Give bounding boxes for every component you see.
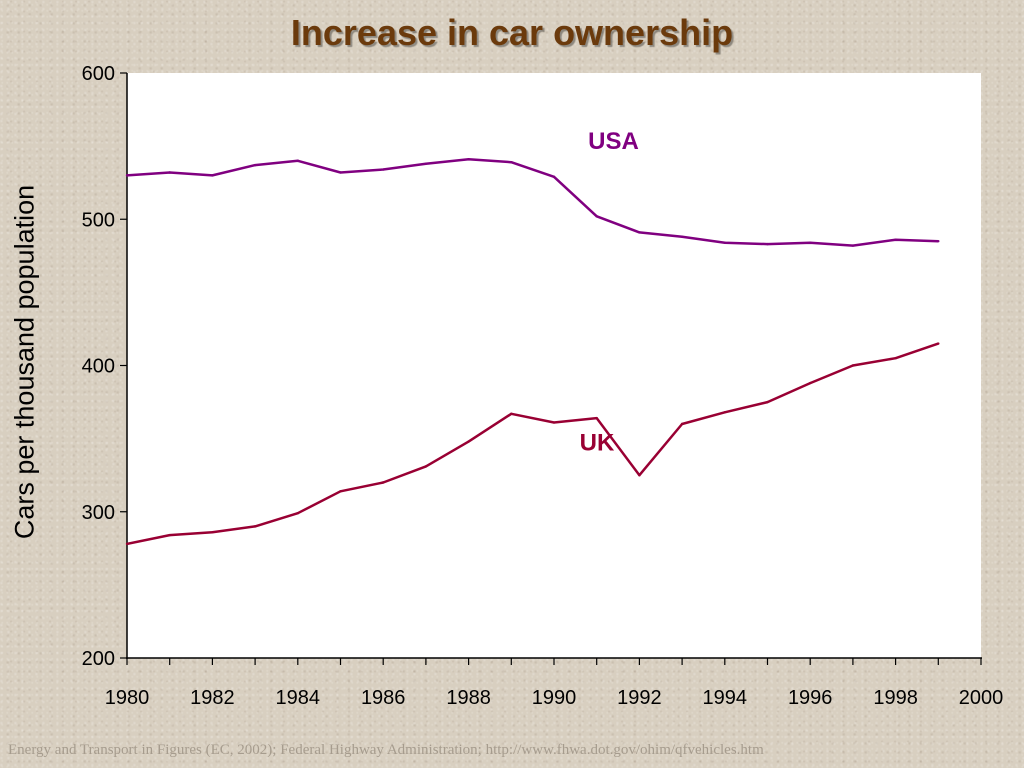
data-point-usa xyxy=(382,168,385,171)
data-point-uk xyxy=(894,356,897,360)
x-tick-label: 1994 xyxy=(703,687,748,709)
x-tick-label: 1984 xyxy=(276,687,321,709)
data-point-uk xyxy=(339,490,342,493)
x-tick-label: 1998 xyxy=(873,687,918,709)
series-line-uk xyxy=(126,342,939,546)
data-point-usa xyxy=(296,159,299,162)
data-point-uk xyxy=(467,440,470,443)
x-tick-label: 2000 xyxy=(959,687,1004,709)
data-point-usa xyxy=(510,161,513,164)
data-point-uk xyxy=(253,525,257,528)
data-point-uk xyxy=(211,531,214,534)
x-tick-label: 1992 xyxy=(617,687,662,709)
series-layer: USA UK xyxy=(125,128,940,546)
data-point-uk xyxy=(638,473,641,477)
data-point-uk xyxy=(552,421,556,424)
y-tick-label: 200 xyxy=(82,648,115,670)
data-point-usa xyxy=(125,174,129,177)
source-citation: Energy and Transport in Figures (EC, 200… xyxy=(8,742,764,758)
series-label-uk: UK xyxy=(580,429,615,456)
data-point-usa xyxy=(894,238,897,241)
x-tick-label: 1988 xyxy=(446,687,491,709)
data-point-usa xyxy=(723,241,726,244)
y-tick-label: 300 xyxy=(82,502,115,524)
data-point-usa xyxy=(253,163,257,167)
x-tick-label: 1996 xyxy=(788,687,833,709)
data-point-usa xyxy=(339,171,342,174)
data-point-uk xyxy=(424,465,428,468)
data-point-uk xyxy=(809,381,812,385)
data-point-usa xyxy=(168,171,171,174)
x-tick-label: 1990 xyxy=(532,687,577,709)
x-tick-label: 1982 xyxy=(190,687,235,709)
plot-area xyxy=(127,73,981,658)
data-point-usa xyxy=(680,235,684,238)
data-point-usa xyxy=(809,241,812,244)
data-point-uk xyxy=(125,542,129,546)
data-point-uk xyxy=(937,342,940,345)
data-point-usa xyxy=(552,175,556,179)
data-point-usa xyxy=(595,215,598,218)
data-point-usa xyxy=(467,158,470,161)
data-point-usa xyxy=(851,244,855,247)
data-point-uk xyxy=(510,412,513,415)
data-point-usa xyxy=(211,174,214,177)
data-point-usa xyxy=(638,231,641,234)
data-point-uk xyxy=(851,364,855,367)
data-point-uk xyxy=(382,481,385,484)
data-point-usa xyxy=(766,242,769,246)
data-point-usa xyxy=(937,239,940,243)
x-tick-label: 1980 xyxy=(105,687,150,709)
series-line-usa xyxy=(126,158,939,247)
axes: 200 300 400 500 600 1980 1982 1984 1986 1988 1990 1… xyxy=(82,63,1004,709)
data-point-uk xyxy=(680,422,684,426)
data-point-uk xyxy=(723,411,726,414)
y-tick-label: 400 xyxy=(82,356,115,378)
data-point-uk xyxy=(296,512,299,515)
data-point-uk xyxy=(766,400,769,404)
data-point-uk xyxy=(595,416,598,420)
data-point-usa xyxy=(424,162,428,165)
series-label-usa: USA xyxy=(588,128,639,155)
x-tick-label: 1986 xyxy=(361,687,406,709)
y-tick-label: 500 xyxy=(82,209,115,231)
y-tick-label: 600 xyxy=(82,63,115,85)
data-point-uk xyxy=(168,533,171,537)
chart-title: Increase in car ownership xyxy=(290,12,734,53)
